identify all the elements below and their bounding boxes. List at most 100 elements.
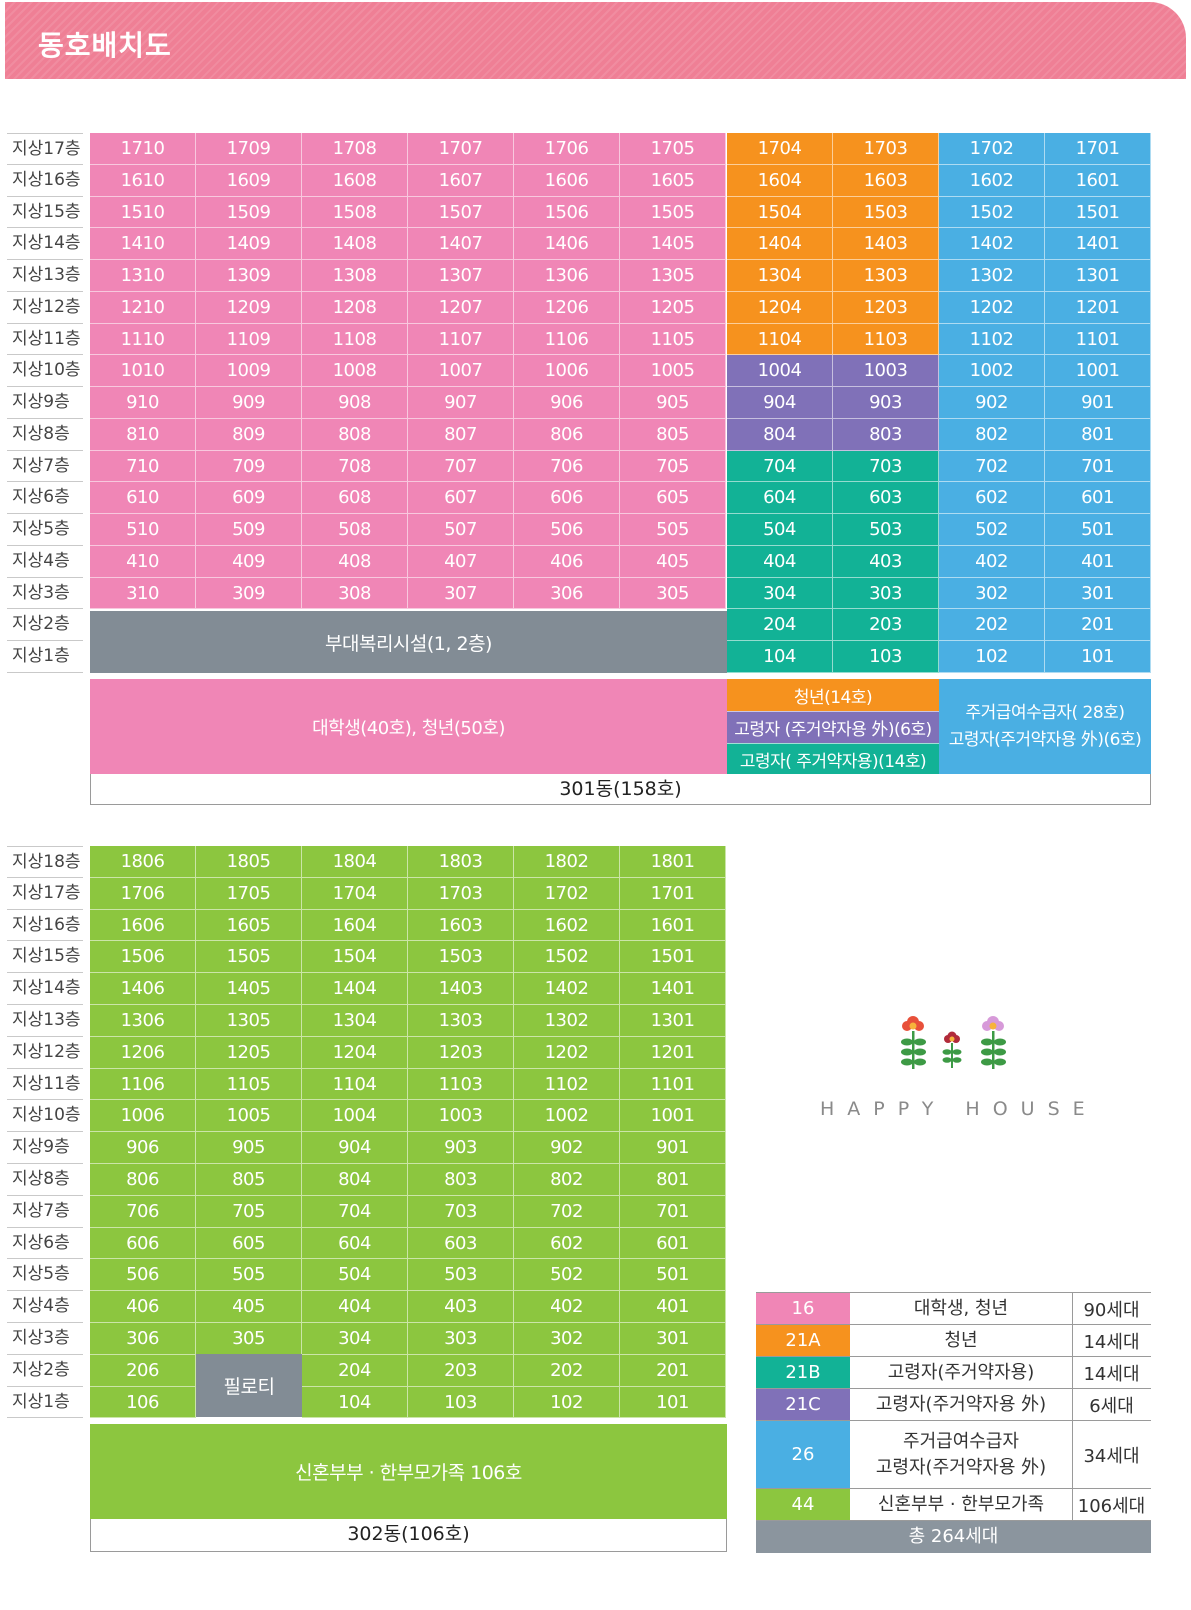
unit-cell: 1701 bbox=[620, 877, 726, 910]
unit-cell: 1508 bbox=[302, 196, 408, 229]
unit-cell: 1402 bbox=[939, 228, 1045, 260]
unit-cell: 1201 bbox=[1045, 291, 1151, 324]
unit-cell: 1301 bbox=[1045, 260, 1151, 292]
unit-cell: 504 bbox=[727, 514, 833, 546]
unit-cell: 1504 bbox=[727, 196, 833, 229]
unit-cell: 904 bbox=[727, 387, 833, 419]
unit-cell: 204 bbox=[302, 1354, 408, 1387]
building-302-legend-green: 신혼부부 · 한부모가족 106호 bbox=[90, 1424, 727, 1519]
unit-cell: 405 bbox=[620, 545, 726, 578]
unit-cell: 302 bbox=[514, 1323, 620, 1355]
unit-cell: 1702 bbox=[514, 877, 620, 910]
legend-description-line: 고령자(주거약자용 外) bbox=[875, 1456, 1047, 1478]
unit-cell: 303 bbox=[833, 577, 939, 610]
unit-cell: 1603 bbox=[833, 164, 939, 197]
unit-cell: 1505 bbox=[196, 941, 302, 974]
unit-cell: 101 bbox=[1045, 641, 1151, 673]
legend-row: 21B 고령자(주거약자용) 14세대 bbox=[756, 1357, 1151, 1389]
unit-cell: 604 bbox=[727, 482, 833, 514]
unit-cell: 1409 bbox=[196, 228, 302, 260]
unit-cell: 1304 bbox=[727, 260, 833, 292]
unit-cell: 1005 bbox=[196, 1100, 302, 1133]
unit-cell: 103 bbox=[408, 1386, 514, 1419]
unit-cell: 1403 bbox=[833, 228, 939, 260]
legend-code: 44 bbox=[756, 1489, 850, 1520]
unit-cell: 1010 bbox=[90, 355, 196, 387]
unit-cell: 608 bbox=[302, 482, 408, 514]
unit-cell: 1404 bbox=[302, 973, 408, 1005]
floor-label: 지상17층 bbox=[7, 133, 83, 165]
unit-cell: 1102 bbox=[939, 323, 1045, 356]
legend-row: 44 신혼부부 · 한부모가족 106세대 bbox=[756, 1489, 1151, 1521]
unit-cell: 1202 bbox=[939, 291, 1045, 324]
legend-code: 26 bbox=[756, 1421, 850, 1488]
unit-cell: 1204 bbox=[727, 291, 833, 324]
unit-cell: 705 bbox=[620, 450, 726, 483]
unit-cell: 308 bbox=[302, 577, 408, 610]
unit-cell: 1407 bbox=[408, 228, 514, 260]
unit-cell: 306 bbox=[90, 1323, 196, 1355]
unit-cell: 405 bbox=[196, 1291, 302, 1323]
unit-cell: 903 bbox=[833, 387, 939, 419]
unit-cell: 603 bbox=[408, 1227, 514, 1260]
unit-cell: 401 bbox=[620, 1291, 726, 1323]
floor-label: 지상9층 bbox=[7, 387, 83, 419]
unit-cell: 1307 bbox=[408, 260, 514, 292]
unit-cell: 204 bbox=[727, 609, 833, 641]
unit-cell: 902 bbox=[514, 1132, 620, 1164]
building-301-legend-blue: 주거급여수급자( 28호) 고령자(주거약자용 外)(6호) bbox=[939, 679, 1151, 774]
unit-cell: 1210 bbox=[90, 291, 196, 324]
floor-label: 지상10층 bbox=[7, 1100, 83, 1133]
floor-label: 지상16층 bbox=[7, 910, 83, 942]
floor-label: 지상8층 bbox=[7, 419, 83, 451]
unit-cell: 1208 bbox=[302, 291, 408, 324]
unit-cell: 406 bbox=[90, 1291, 196, 1323]
unit-cell: 1207 bbox=[408, 291, 514, 324]
unit-cell: 202 bbox=[939, 609, 1045, 641]
legend-code: 21A bbox=[756, 1325, 850, 1356]
unit-cell: 1205 bbox=[196, 1036, 302, 1069]
unit-cell: 1703 bbox=[833, 133, 939, 165]
legend-description: 청년 bbox=[850, 1325, 1073, 1356]
unit-cell: 1604 bbox=[302, 909, 408, 942]
page-title: 동호배치도 bbox=[38, 29, 172, 62]
unit-cell: 1305 bbox=[620, 260, 726, 292]
building-302-label: 302동(106호) bbox=[90, 1519, 727, 1552]
unit-cell: 1004 bbox=[727, 355, 833, 387]
unit-cell: 1506 bbox=[514, 196, 620, 229]
unit-cell: 1705 bbox=[620, 133, 726, 165]
unit-cell: 603 bbox=[833, 482, 939, 514]
floor-label: 지상3층 bbox=[7, 578, 83, 610]
unit-cell: 1301 bbox=[620, 1005, 726, 1037]
unit-cell: 702 bbox=[514, 1195, 620, 1228]
unit-cell: 1008 bbox=[302, 355, 408, 387]
unit-cell: 508 bbox=[302, 514, 408, 546]
unit-cell: 705 bbox=[196, 1195, 302, 1228]
legend-count: 6세대 bbox=[1089, 1395, 1134, 1417]
unit-cell: 1602 bbox=[514, 909, 620, 942]
unit-cell: 505 bbox=[620, 514, 726, 546]
piloti-block: 필로티 bbox=[196, 1354, 302, 1417]
legend-blue-label-1: 주거급여수급자( 28호) bbox=[965, 702, 1125, 723]
unit-cell: 1609 bbox=[196, 164, 302, 197]
building-301-legend-purple: 고령자 (주거약자용 外)(6호) bbox=[727, 711, 939, 743]
unit-cell: 1205 bbox=[620, 291, 726, 324]
unit-cell: 810 bbox=[90, 418, 196, 451]
unit-cell: 507 bbox=[408, 514, 514, 546]
unit-cell: 1803 bbox=[408, 846, 514, 878]
unit-cell: 1505 bbox=[620, 196, 726, 229]
floor-label: 지상11층 bbox=[7, 324, 83, 356]
unit-cell: 102 bbox=[939, 641, 1045, 673]
unit-cell: 401 bbox=[1045, 545, 1151, 578]
unit-cell: 301 bbox=[1045, 577, 1151, 610]
unit-cell: 1007 bbox=[408, 355, 514, 387]
unit-cell: 1602 bbox=[939, 164, 1045, 197]
unit-cell: 1501 bbox=[620, 941, 726, 974]
unit-cell: 1402 bbox=[514, 973, 620, 1005]
unit-cell: 1104 bbox=[302, 1068, 408, 1101]
unit-cell: 1106 bbox=[514, 323, 620, 356]
unit-cell: 606 bbox=[514, 482, 620, 514]
unit-cell: 710 bbox=[90, 450, 196, 483]
legend-purple-label: 고령자 (주거약자용 外)(6호) bbox=[734, 720, 932, 740]
unit-cell: 1503 bbox=[833, 196, 939, 229]
